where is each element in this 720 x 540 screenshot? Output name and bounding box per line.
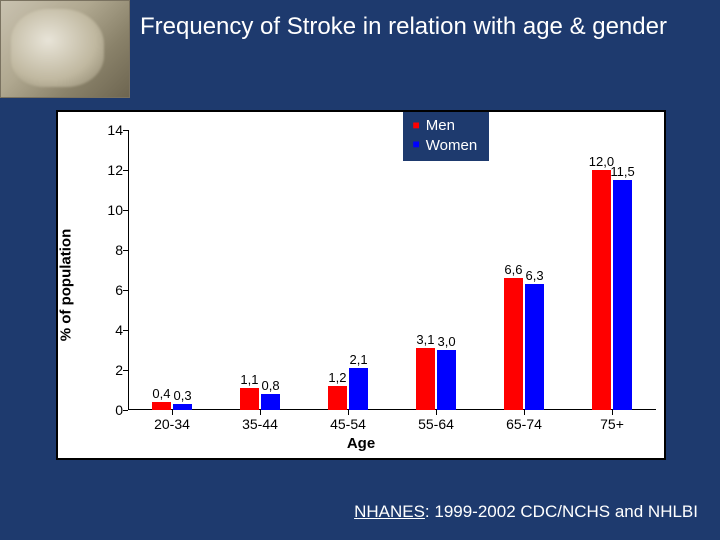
y-axis-line: [128, 130, 129, 410]
legend-bullet-icon: ■: [413, 118, 420, 134]
legend-item: ■ Men: [413, 116, 478, 136]
y-tick-label: 10: [107, 202, 123, 218]
bar-value-label: 6,3: [526, 268, 544, 283]
bar-value-label: 1,2: [328, 370, 346, 385]
slide-title: Frequency of Stroke in relation with age…: [140, 12, 700, 42]
legend-item: ■ Women: [413, 136, 478, 156]
x-tick-label: 75+: [600, 416, 624, 432]
y-tick-mark: [123, 170, 128, 171]
bar-value-label: 1,1: [240, 372, 258, 387]
x-tick-mark: [172, 410, 173, 415]
thumbnail-image: [0, 0, 130, 98]
y-tick-mark: [123, 330, 128, 331]
x-tick-mark: [524, 410, 525, 415]
x-axis-label: Age: [347, 435, 375, 452]
footer-source: NHANES: [354, 502, 425, 521]
y-tick-mark: [123, 250, 128, 251]
x-tick-mark: [612, 410, 613, 415]
bar: [152, 402, 171, 410]
y-tick-mark: [123, 130, 128, 131]
bar-value-label: 11,5: [610, 164, 634, 179]
y-tick-label: 2: [115, 362, 123, 378]
bar: [173, 404, 192, 410]
x-tick-label: 20-34: [154, 416, 190, 432]
bar-value-label: 6,6: [504, 262, 522, 277]
x-tick-label: 55-64: [418, 416, 454, 432]
bar: [261, 394, 280, 410]
bar: [592, 170, 611, 410]
x-tick-label: 35-44: [242, 416, 278, 432]
y-tick-label: 4: [115, 322, 123, 338]
y-tick-mark: [123, 410, 128, 411]
bar: [349, 368, 368, 410]
chart-container: % of population Age 0 2 4 6 8 10 12 14 20-34 0,4 0…: [56, 110, 666, 460]
bar-value-label: 0,8: [262, 378, 280, 393]
bar: [613, 180, 632, 410]
bar: [240, 388, 259, 410]
bar-value-label: 3,0: [438, 334, 456, 349]
y-tick-mark: [123, 370, 128, 371]
y-tick-label: 8: [115, 242, 123, 258]
bar-value-label: 0,3: [174, 388, 192, 403]
x-tick-mark: [348, 410, 349, 415]
legend-label: Women: [426, 136, 477, 156]
bar: [416, 348, 435, 410]
y-tick-mark: [123, 290, 128, 291]
y-tick-label: 0: [115, 402, 123, 418]
x-tick-label: 65-74: [506, 416, 542, 432]
plot-area: 0246810121420-340,40,335-441,10,845-541,…: [128, 130, 656, 410]
bar: [437, 350, 456, 410]
legend: ■ Men■ Women: [403, 112, 490, 161]
y-tick-label: 6: [115, 282, 123, 298]
x-tick-mark: [260, 410, 261, 415]
y-tick-label: 12: [107, 162, 123, 178]
footer-text: : 1999-2002 CDC/NCHS and NHLBI: [425, 502, 698, 521]
x-tick-mark: [436, 410, 437, 415]
legend-label: Men: [426, 116, 455, 136]
y-axis-label: % of population: [58, 229, 75, 341]
footer-citation: NHANES: 1999-2002 CDC/NCHS and NHLBI: [0, 502, 698, 522]
legend-bullet-icon: ■: [413, 137, 420, 153]
bar: [328, 386, 347, 410]
y-tick-label: 14: [107, 122, 123, 138]
bar: [504, 278, 523, 410]
bar: [525, 284, 544, 410]
x-tick-label: 45-54: [330, 416, 366, 432]
bar-value-label: 2,1: [350, 352, 368, 367]
bar-value-label: 3,1: [416, 332, 434, 347]
bar-value-label: 0,4: [152, 386, 170, 401]
y-tick-mark: [123, 210, 128, 211]
x-axis-line: [128, 409, 656, 410]
